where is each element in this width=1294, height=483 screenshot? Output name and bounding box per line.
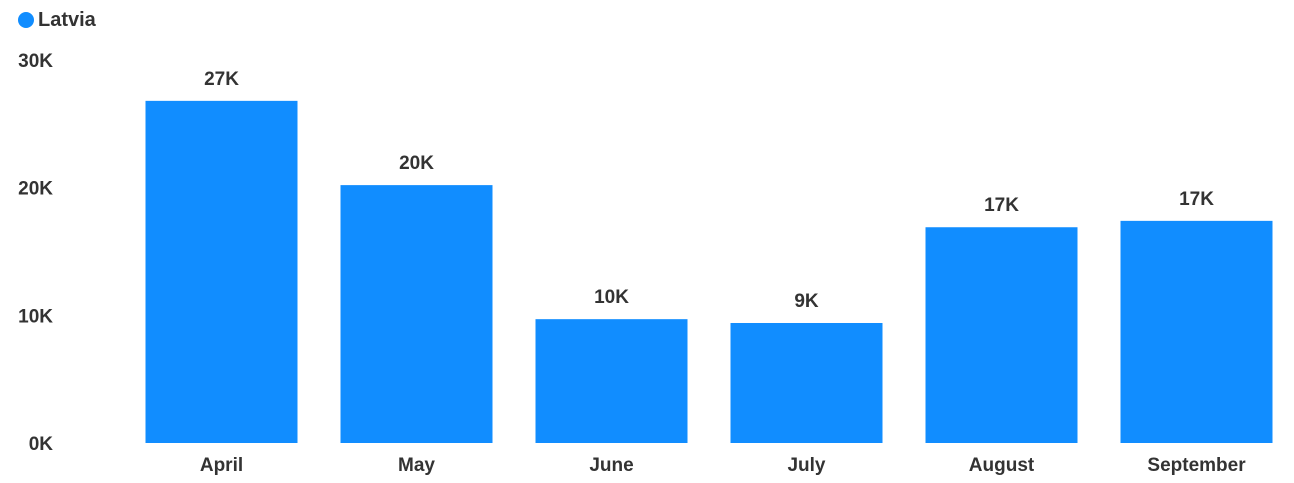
x-tick-label: August xyxy=(969,455,1035,476)
data-label: 20K xyxy=(399,153,434,174)
bar[interactable] xyxy=(340,185,493,443)
bar[interactable] xyxy=(1120,220,1273,443)
y-tick-label: 10K xyxy=(18,306,53,327)
x-tick-label: May xyxy=(398,455,435,476)
data-label: 27K xyxy=(204,69,239,90)
y-tick-label: 20K xyxy=(18,179,53,200)
data-label: 9K xyxy=(794,291,819,312)
x-tick-label: April xyxy=(200,455,243,476)
x-tick-label: September xyxy=(1147,455,1246,476)
data-label: 17K xyxy=(1179,189,1214,210)
y-tick-label: 0K xyxy=(29,434,54,455)
data-label: 17K xyxy=(984,195,1019,216)
bar[interactable] xyxy=(925,227,1078,443)
bar[interactable] xyxy=(145,100,298,443)
legend-marker-icon xyxy=(18,12,34,28)
x-tick-label: June xyxy=(589,455,633,476)
legend-label: Latvia xyxy=(38,8,96,31)
y-tick-label: 30K xyxy=(18,51,53,72)
legend: Latvia xyxy=(18,8,96,32)
bar[interactable] xyxy=(535,319,688,443)
x-tick-label: July xyxy=(787,455,825,476)
bar[interactable] xyxy=(730,322,883,443)
data-label: 10K xyxy=(594,287,629,308)
